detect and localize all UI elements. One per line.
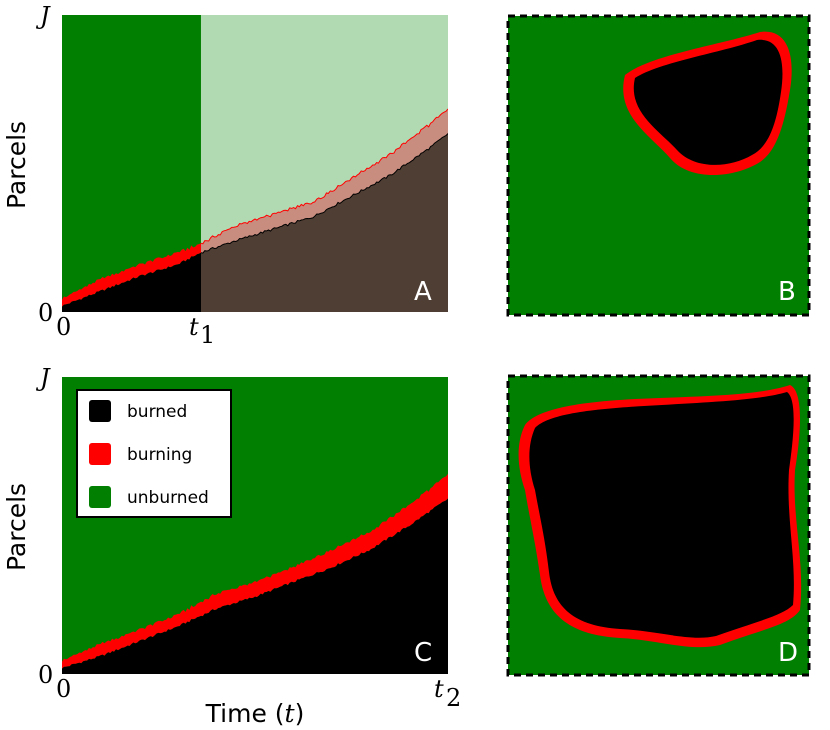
panel-c-xtick-t2-sub: 2	[446, 684, 461, 712]
legend-label-burning: burning	[127, 445, 192, 465]
legend-label-unburned: unburned	[127, 488, 209, 508]
panel-a-ylabel: Parcels	[2, 121, 31, 209]
panel-a: A Parcels J 0 0 t 1	[2, 2, 448, 349]
panel-c-ytick-bottom: 0	[38, 661, 53, 689]
panel-a-burned-area-shaded	[201, 133, 448, 312]
panel-c-xtick-left: 0	[56, 675, 71, 703]
panel-c-xlabel-text: Time (	[205, 699, 285, 728]
panel-d-burned-area	[529, 392, 794, 638]
legend-swatch-burned	[89, 400, 111, 422]
panel-d-letter: D	[778, 638, 798, 668]
panel-a-ytick-bottom: 0	[38, 299, 53, 327]
panel-a-burning-area-shaded	[201, 108, 448, 254]
panel-b-letter: B	[778, 277, 796, 307]
legend-swatch-unburned	[89, 486, 111, 508]
panel-a-burned-area	[62, 252, 201, 312]
legend-label-burned: burned	[127, 402, 187, 422]
panel-c: C Parcels J 0 0 t 2 Time (t) burnedburni…	[2, 364, 461, 728]
panel-a-xtick-t1: t	[189, 313, 199, 341]
panel-a-letter: A	[414, 277, 432, 307]
panel-b: B	[506, 14, 811, 317]
panel-c-xtick-t2: t	[434, 675, 444, 703]
panel-c-letter: C	[414, 638, 432, 668]
panel-c-burned-area	[62, 498, 448, 674]
legend-swatch-burning	[89, 443, 111, 465]
legend: burned burning unburned	[76, 389, 232, 518]
panel-d: D	[506, 374, 811, 677]
panel-a-xtick-t1-sub: 1	[200, 321, 215, 349]
panel-a-burning-edge-line	[200, 108, 448, 245]
panel-b-burned-area	[633, 39, 783, 165]
panel-c-xlabel-var: t	[285, 699, 296, 728]
panel-c-ylabel: Parcels	[2, 483, 31, 571]
panel-a-xtick-left: 0	[56, 313, 71, 341]
panel-c-xlabel-close: )	[295, 699, 305, 728]
panel-a-burning-area	[62, 243, 201, 307]
panel-c-ytick-top: J	[35, 364, 51, 392]
panel-b-border	[506, 14, 811, 317]
panel-d-border	[506, 374, 811, 677]
panel-a-burned-edge-line	[200, 133, 448, 254]
panel-c-burning-area	[62, 473, 448, 669]
panel-a-ytick-top: J	[35, 2, 51, 30]
panel-c-xlabel: Time (t)	[205, 699, 305, 728]
